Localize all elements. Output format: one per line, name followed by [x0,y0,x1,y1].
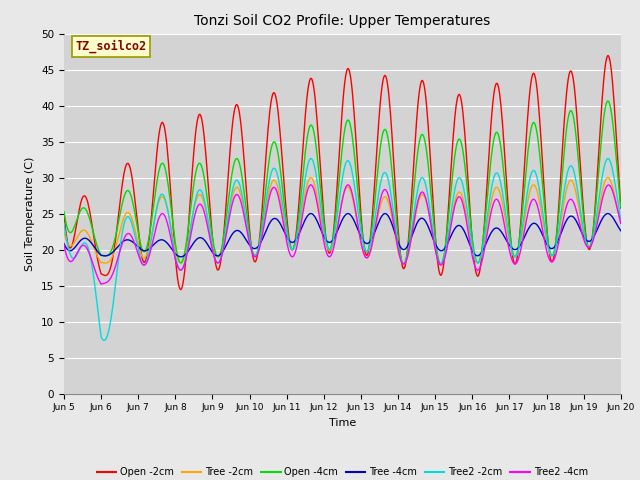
Tree2 -4cm [60,242,68,248]
Open -2cm [389,143,397,148]
Tree -4cm [617,228,625,234]
Tree -2cm [604,175,611,180]
Tree2 -2cm [444,236,451,241]
Line: Open -4cm: Open -4cm [64,101,621,264]
Tree2 -2cm [566,163,574,168]
Open -4cm [566,108,574,114]
Tree2 -2cm [617,216,625,222]
Open -4cm [182,241,190,247]
Open -2cm [444,217,451,223]
X-axis label: Time: Time [329,418,356,428]
Tree -4cm [566,213,574,219]
Open -4cm [604,98,611,104]
Open -2cm [60,211,68,217]
Tree -2cm [399,261,407,267]
Tree -4cm [444,240,451,246]
Tree2 -2cm [183,248,191,254]
Tree -4cm [604,211,611,216]
Open -2cm [207,217,215,223]
Tree -4cm [207,247,215,253]
Open -2cm [183,243,191,249]
Open -2cm [617,205,625,211]
Tree -2cm [566,177,574,183]
Open -4cm [617,204,625,210]
Tree -2cm [182,247,190,253]
Tree2 -2cm [60,220,68,226]
Line: Tree -2cm: Tree -2cm [64,178,621,264]
Text: TZ_soilco2: TZ_soilco2 [75,40,147,53]
Open -4cm [60,209,68,215]
Tree2 -4cm [207,241,215,247]
Tree -4cm [335,226,342,231]
Tree -2cm [444,240,451,246]
Open -4cm [206,218,214,224]
Tree2 -4cm [307,182,314,188]
Tree -2cm [334,220,342,226]
Tree -4cm [183,250,191,256]
Tree2 -4cm [445,238,452,244]
Tree -2cm [388,215,396,220]
Tree2 -2cm [389,204,397,209]
Tree2 -4cm [568,196,575,202]
Tree -2cm [206,229,214,235]
Open -4cm [444,223,451,229]
Open -2cm [566,68,574,74]
Tree -4cm [60,241,68,247]
Line: Tree2 -2cm: Tree2 -2cm [64,158,621,340]
Legend: Open -2cm, Tree -2cm, Open -4cm, Tree -4cm, Tree2 -2cm, Tree2 -4cm: Open -2cm, Tree -2cm, Open -4cm, Tree -4… [93,463,591,480]
Tree2 -2cm [604,156,611,161]
Open -4cm [436,261,444,267]
Tree2 -2cm [335,203,342,208]
Tree2 -4cm [97,281,105,287]
Y-axis label: Soil Temperature (C): Soil Temperature (C) [26,156,35,271]
Line: Tree2 -4cm: Tree2 -4cm [64,185,621,284]
Open -2cm [604,53,611,59]
Open -4cm [388,168,396,173]
Tree -2cm [617,220,625,226]
Tree2 -4cm [335,214,343,220]
Line: Tree -4cm: Tree -4cm [64,214,621,257]
Tree -4cm [177,254,184,260]
Tree2 -2cm [100,337,108,343]
Open -4cm [334,192,342,198]
Tree -4cm [389,223,397,229]
Open -2cm [177,287,184,292]
Tree2 -2cm [207,236,215,242]
Open -2cm [335,161,342,167]
Tree -2cm [60,229,68,235]
Title: Tonzi Soil CO2 Profile: Upper Temperatures: Tonzi Soil CO2 Profile: Upper Temperatur… [195,14,490,28]
Tree2 -4cm [183,252,191,258]
Tree2 -4cm [390,218,397,224]
Line: Open -2cm: Open -2cm [64,56,621,289]
Tree2 -4cm [617,220,625,226]
